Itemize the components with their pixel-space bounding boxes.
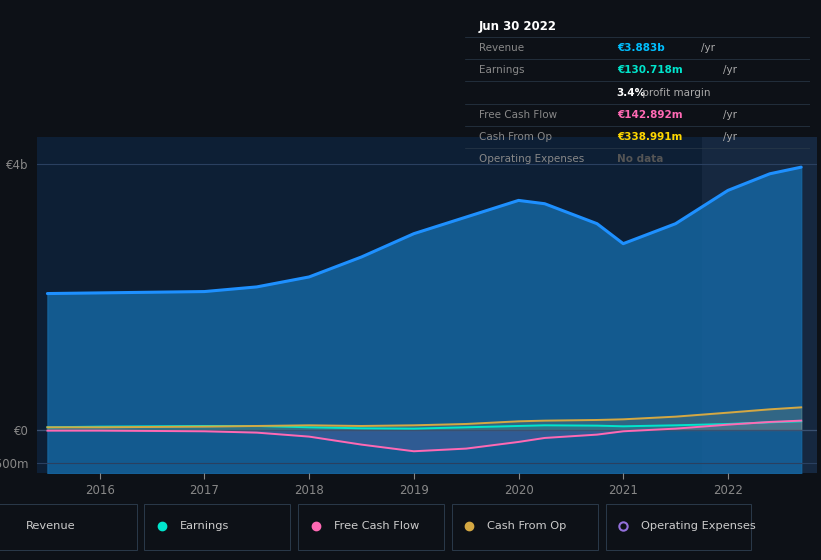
Text: Jun 30 2022: Jun 30 2022 xyxy=(479,20,557,32)
Text: /yr: /yr xyxy=(723,110,737,120)
Bar xyxy=(452,504,598,550)
Text: €3.883b: €3.883b xyxy=(617,43,664,53)
Text: /yr: /yr xyxy=(701,43,715,53)
Text: €338.991m: €338.991m xyxy=(617,132,682,142)
Text: Cash From Op: Cash From Op xyxy=(488,521,566,531)
Text: Revenue: Revenue xyxy=(26,521,76,531)
Text: €142.892m: €142.892m xyxy=(617,110,682,120)
Text: Revenue: Revenue xyxy=(479,43,524,53)
Bar xyxy=(606,504,751,550)
Bar xyxy=(144,504,291,550)
Text: No data: No data xyxy=(617,154,663,164)
Text: Earnings: Earnings xyxy=(479,66,525,76)
Text: profit margin: profit margin xyxy=(640,87,711,97)
Text: /yr: /yr xyxy=(723,66,737,76)
Text: Earnings: Earnings xyxy=(180,521,229,531)
Text: €130.718m: €130.718m xyxy=(617,66,682,76)
Text: Free Cash Flow: Free Cash Flow xyxy=(479,110,557,120)
Bar xyxy=(702,137,817,473)
Text: 3.4%: 3.4% xyxy=(617,87,646,97)
Text: /yr: /yr xyxy=(723,132,737,142)
Text: Free Cash Flow: Free Cash Flow xyxy=(333,521,419,531)
Bar xyxy=(298,504,444,550)
Text: Operating Expenses: Operating Expenses xyxy=(641,521,756,531)
Bar xyxy=(0,504,136,550)
Text: Cash From Op: Cash From Op xyxy=(479,132,552,142)
Text: Operating Expenses: Operating Expenses xyxy=(479,154,584,164)
